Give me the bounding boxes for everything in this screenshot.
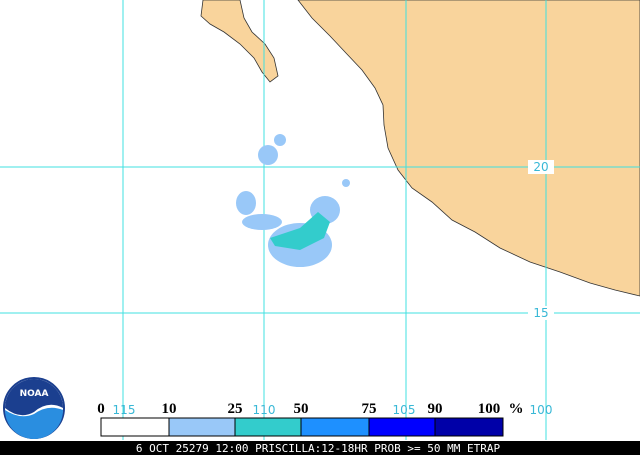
land [200,0,279,83]
probability-areas [236,134,350,267]
legend-label: 50 [294,401,309,417]
latitude-label: 20 [533,160,548,174]
logo: NOAA [3,377,65,439]
caption-bar [0,441,640,455]
legend-label: 10 [162,401,177,417]
legend-label: 100 [478,401,501,417]
legend-label: 75 [362,401,377,417]
legend [100,417,504,437]
logo-text: NOAA [20,389,49,399]
label-bg [528,160,554,174]
longitude-label: 100 [530,403,553,417]
latitude-label: 15 [533,306,548,320]
legend-label: 90 [428,401,443,417]
legend-label: 0 [97,401,105,417]
legend-unit: % [509,401,524,417]
land [297,0,640,297]
longitude-label: 115 [113,403,136,417]
legend-label: 25 [228,401,243,417]
longitude-label: 105 [393,403,416,417]
caption: 6 OCT 25279 12:00 PRISCILLA:12-18HR PROB… [136,442,501,455]
longitude-label: 110 [253,403,276,417]
label-bg [528,306,554,320]
